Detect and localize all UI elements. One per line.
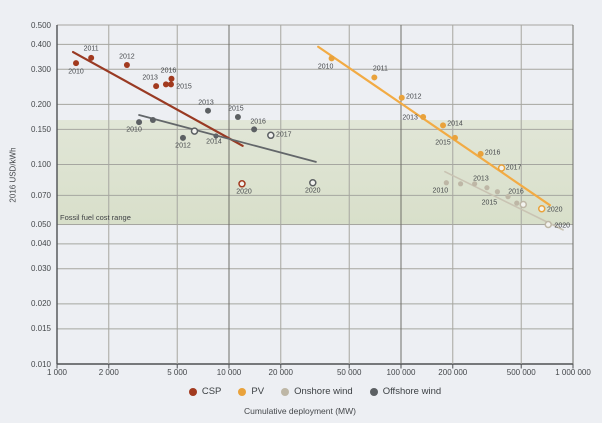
pv-point-2020: [537, 204, 546, 213]
legend-label: Offshore wind: [382, 386, 442, 397]
offshore-wind-point-unlabeled: [149, 117, 156, 124]
onshore-wind-point-unlabeled: [457, 181, 464, 187]
pv-point-2017: [497, 164, 506, 172]
offshore-wind-point-2015: [234, 113, 241, 120]
legend-label: PV: [251, 386, 265, 397]
csp-point-2020: [238, 180, 246, 188]
onshore-wind-point-unlabeled: [519, 200, 528, 209]
onshore-wind-point-2016: [505, 194, 511, 200]
onshore-wind-trend-line: [444, 170, 564, 231]
offshore-wind-point-2010: [136, 119, 143, 126]
legend-label: CSP: [201, 386, 222, 397]
y-axis-title: 2016 USD/kWh: [8, 147, 18, 203]
onshore-wind-point-unlabeled: [514, 200, 520, 206]
offshore-wind-point-unlabeled: [190, 127, 199, 135]
legend-item-csp: CSP: [188, 386, 222, 397]
legend-dot-icon: [369, 387, 378, 396]
csp-point-2016: [168, 75, 175, 82]
offshore-wind-point-2020: [309, 178, 317, 187]
offshore-wind-point-2012: [179, 134, 186, 141]
fossil-fuel-band: [57, 120, 573, 226]
pv-point-2014: [440, 122, 447, 129]
legend-item-offshore-wind: Offshore wind: [369, 386, 442, 397]
x-axis-title: Cumulative deployment (MW): [244, 406, 356, 416]
legend: CSP PV Onshore wind Offshore wind: [57, 386, 573, 397]
legend-dot-icon: [238, 387, 247, 396]
pv-trend-line: [317, 45, 551, 207]
pv-point-2013: [420, 113, 427, 120]
pv-point-2010: [328, 55, 335, 62]
offshore-wind-trend-line: [138, 114, 317, 163]
legend-dot-icon: [281, 387, 290, 396]
csp-point-unlabeled: [162, 81, 169, 88]
legend-dot-icon: [188, 387, 197, 396]
legend-label: Onshore wind: [294, 386, 353, 397]
csp-point-2010: [73, 60, 80, 67]
legend-item-pv: PV: [238, 386, 264, 397]
offshore-wind-point-2017: [267, 131, 275, 140]
pv-point-2015: [451, 134, 458, 141]
csp-point-2012: [123, 62, 130, 69]
offshore-wind-point-2016: [251, 126, 258, 133]
csp-trend-line: [71, 50, 244, 147]
onshore-wind-point-2015: [494, 189, 501, 195]
onshore-wind-point-2010: [443, 180, 449, 186]
csp-point-2015: [167, 81, 174, 88]
pv-point-2011: [371, 74, 378, 81]
onshore-wind-point-2020: [544, 220, 553, 229]
legend-item-onshore-wind: Onshore wind: [281, 386, 353, 397]
csp-point-2011: [88, 54, 95, 61]
offshore-wind-point-2013: [205, 107, 212, 114]
onshore-wind-point-2013: [484, 185, 490, 191]
pv-point-2016: [477, 150, 484, 157]
csp-point-2013: [153, 83, 160, 90]
pv-point-2012: [398, 94, 405, 101]
onshore-wind-point-unlabeled: [472, 181, 478, 187]
